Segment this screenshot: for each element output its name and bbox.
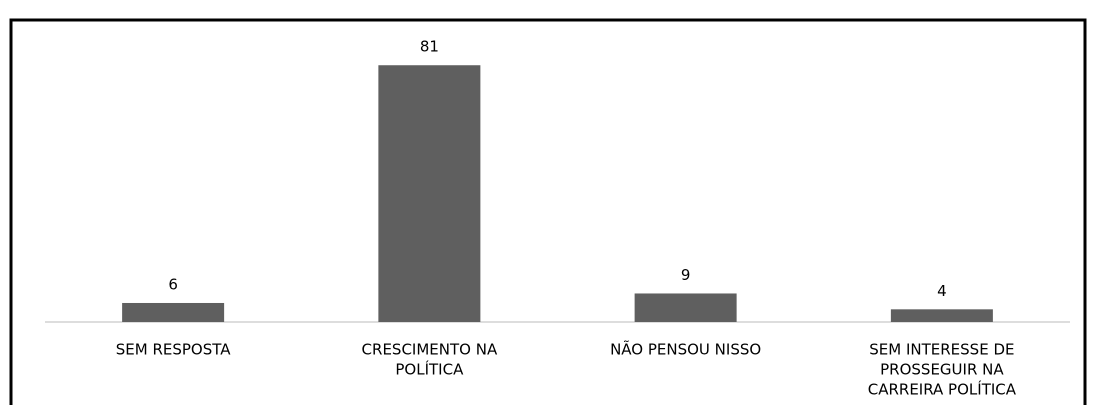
x-tick-label: SEM INTERESSE DE xyxy=(869,341,1014,359)
x-tick-label: CRESCIMENTO NA xyxy=(362,341,498,359)
value-label: 4 xyxy=(937,282,947,300)
x-tick-label: CARREIRA POLÍTICA xyxy=(868,380,1017,399)
bar xyxy=(890,309,993,322)
bar xyxy=(634,293,737,322)
bar xyxy=(378,65,481,322)
value-label: 6 xyxy=(168,275,178,293)
x-tick-label: PROSSEGUIR NA xyxy=(880,361,1004,379)
x-tick-label: NÃO PENSOU NISSO xyxy=(610,340,761,359)
bar xyxy=(122,302,225,322)
frame xyxy=(9,18,1087,405)
value-label: 9 xyxy=(681,266,691,284)
value-label: 81 xyxy=(420,38,439,56)
x-tick-label: SEM RESPOSTA xyxy=(116,341,232,359)
x-tick-label: POLÍTICA xyxy=(395,360,464,379)
